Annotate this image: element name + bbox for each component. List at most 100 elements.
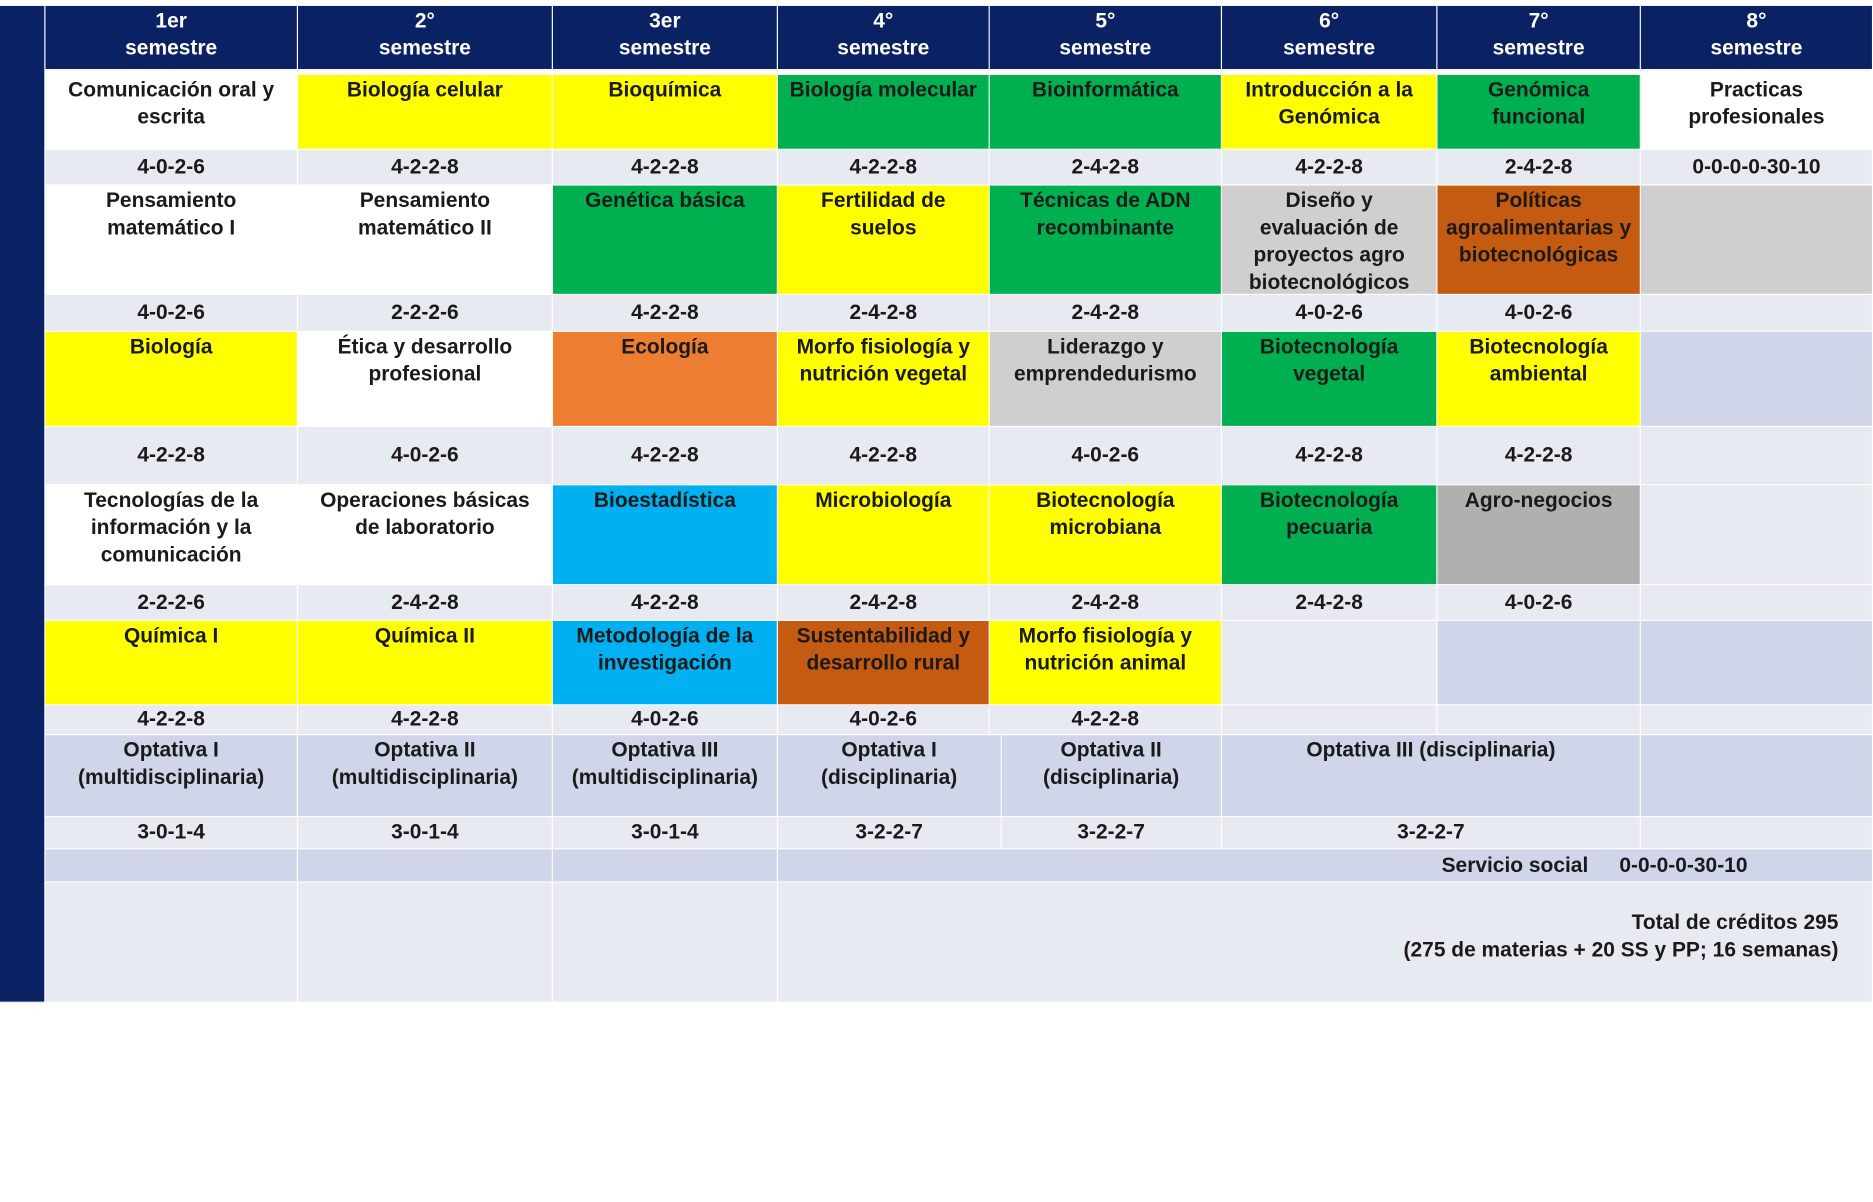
credit-cell: 4-0-2-6	[45, 149, 299, 186]
credit-cell-text: 4-2-2-8	[1071, 706, 1140, 731]
subject-cell-text: Diseño y evaluación de proyectos agro bi…	[1248, 187, 1410, 294]
subject-cell-text: Bioestadística	[593, 487, 736, 512]
credit-cell-text: 2-2-2-6	[391, 299, 459, 324]
credit-cell-text: 4-2-2-8	[631, 154, 699, 178]
credit-cell-text: 0-0-0-0-30-10	[1692, 154, 1821, 178]
subject-cell: Biología molecular	[777, 74, 990, 150]
subject-cell: Biología celular	[298, 74, 553, 150]
optativa-cell: Optativa III (disciplinaria)	[1222, 735, 1641, 818]
credit-cell-text: 4-0-2-6	[631, 706, 699, 731]
credit-cell-text: 4-0-2-6	[1504, 589, 1573, 614]
credit-cell: 4-0-2-6	[298, 427, 553, 486]
subject-cell: Morfo fisiología y nutrición vegetal	[777, 331, 990, 428]
subject-cell-text: Biotecnología ambiental	[1469, 334, 1608, 386]
semester-header-2: 2° semestre	[298, 5, 553, 71]
subject-cell: Pensamiento matemático I	[45, 185, 299, 296]
subject-cell	[1640, 331, 1873, 428]
subject-cell-text: Pensamiento matemático I	[105, 187, 237, 240]
total-credits-line: Total de créditos 295	[1631, 910, 1839, 934]
total-credits-box: Total de créditos 295 (275 de materias + …	[777, 882, 1873, 1003]
subject-cell: Metodología de la investigación	[552, 620, 778, 706]
subject-cell: Introducción a la Genómica	[1222, 74, 1438, 150]
optativa-credit-cell-text: 3-2-2-7	[1077, 819, 1145, 844]
credit-cell-text: 4-2-2-8	[631, 589, 699, 614]
subject-cell-text: Biotecnología vegetal	[1259, 334, 1399, 386]
subject-cell: Practicas profesionales	[1640, 74, 1873, 150]
credit-cell: 2-4-2-8	[777, 585, 990, 621]
subject-cell	[1437, 620, 1641, 706]
semester-header-7-text: 7° semestre	[1492, 8, 1585, 60]
credit-cell: 4-2-2-8	[1222, 427, 1438, 486]
credit-cell: 4-2-2-8	[298, 705, 553, 736]
subject-cell: Química I	[45, 620, 299, 706]
semester-header-2-text: 2° semestre	[378, 8, 471, 60]
subject-cell: Microbiología	[777, 485, 990, 586]
subject-cell-text: Biotecnología microbiana	[1036, 487, 1175, 539]
subject-cell-text: Operaciones básicas de laboratorio	[320, 487, 530, 539]
credit-cell: 4-2-2-8	[298, 149, 553, 186]
total-breakdown-line: (275 de materias + 20 SS y PP; 16 semana…	[1403, 937, 1839, 962]
optativa-cell: Optativa I (multidisciplinaria)	[45, 735, 299, 818]
credit-cell: 4-2-2-8	[552, 149, 778, 186]
subject-cell-text: Comunicación oral y escrita	[68, 77, 275, 129]
subject-cell-text: Bioinformática	[1032, 77, 1179, 102]
subject-cell-text: Bioquímica	[608, 77, 722, 102]
credit-cell: 4-0-2-6	[989, 427, 1223, 486]
credit-cell: 2-2-2-6	[298, 295, 553, 332]
subject-cell: Genética básica	[552, 185, 778, 296]
credit-cell: 2-4-2-8	[1222, 585, 1438, 621]
credit-cell: 2-4-2-8	[777, 295, 990, 332]
subject-cell	[1640, 620, 1873, 706]
servicio-blank	[552, 849, 778, 883]
credit-cell-text: 4-2-2-8	[391, 154, 459, 178]
credit-cell: 4-0-2-6	[1437, 585, 1641, 621]
semester-header-3: 3er semestre	[552, 5, 778, 71]
credit-cell: 2-4-2-8	[989, 149, 1223, 186]
credit-cell: 2-4-2-8	[1437, 149, 1641, 186]
semester-header-4: 4° semestre	[777, 5, 990, 71]
credit-cell: 4-2-2-8	[552, 427, 778, 486]
credit-cell-text: 2-4-2-8	[849, 589, 918, 614]
subject-cell-text: Liderazgo y emprendedurismo	[1013, 334, 1197, 386]
subject-cell-text: Biología molecular	[789, 77, 978, 102]
credit-cell: 2-4-2-8	[989, 295, 1223, 332]
optativa-credit-empty	[1640, 817, 1873, 850]
subject-cell	[1640, 185, 1873, 296]
optativa-credit-cell: 3-0-1-4	[552, 817, 778, 850]
credit-cell-text: 4-2-2-8	[631, 442, 699, 467]
credit-cell-text: 2-4-2-8	[1504, 154, 1573, 178]
optativa-credit-cell-text: 3-2-2-7	[1397, 819, 1465, 844]
optativa-cell-text: Optativa I (multidisciplinaria)	[78, 737, 265, 789]
credit-cell-text: 4-2-2-8	[1295, 154, 1363, 178]
credit-cell: 4-0-2-6	[1222, 295, 1438, 332]
optativa-cell-text: Optativa II (multidisciplinaria)	[331, 737, 518, 789]
credit-cell-text: 2-4-2-8	[1071, 589, 1140, 614]
optativa-cell: Optativa II (disciplinaria)	[1001, 735, 1223, 818]
subject-cell: Pensamiento matemático II	[298, 185, 553, 296]
credit-cell	[1640, 705, 1873, 736]
credit-cell-text: 4-0-2-6	[1504, 299, 1573, 324]
subject-cell-text: Introducción a la Genómica	[1245, 77, 1413, 129]
subject-cell: Ética y desarrollo profesional	[298, 331, 553, 428]
subject-cell-text: Biología	[129, 334, 213, 359]
servicio-social-credits: 0-0-0-0-30-10	[1619, 852, 1748, 877]
subject-cell-text: Química I	[124, 623, 219, 648]
subject-cell: Biotecnología microbiana	[989, 485, 1223, 586]
credit-cell	[1640, 427, 1873, 486]
total-blank	[45, 882, 299, 1003]
subject-cell-text: Practicas profesionales	[1688, 77, 1825, 129]
semester-header-3-text: 3er semestre	[618, 8, 711, 60]
subject-cell: Bioestadística	[552, 485, 778, 586]
credit-cell-text: 2-4-2-8	[391, 589, 459, 614]
credit-cell: 4-2-2-8	[777, 149, 990, 186]
subject-cell: Operaciones básicas de laboratorio	[298, 485, 553, 586]
credit-cell: 4-2-2-8	[989, 705, 1223, 736]
subject-cell-text: Biología celular	[346, 77, 503, 102]
credit-cell: 4-2-2-8	[45, 427, 299, 486]
optativa-cell-text: Optativa II (disciplinaria)	[1043, 737, 1180, 789]
subject-cell: Biotecnología vegetal	[1222, 331, 1438, 428]
subject-cell-text: Sustentabilidad y desarrollo rural	[796, 623, 971, 675]
servicio-social-row: Servicio social 0-0-0-0-30-10	[777, 849, 1873, 883]
subject-cell	[1222, 620, 1438, 706]
subject-cell-text: Tecnologías de la información y la comun…	[84, 487, 259, 567]
